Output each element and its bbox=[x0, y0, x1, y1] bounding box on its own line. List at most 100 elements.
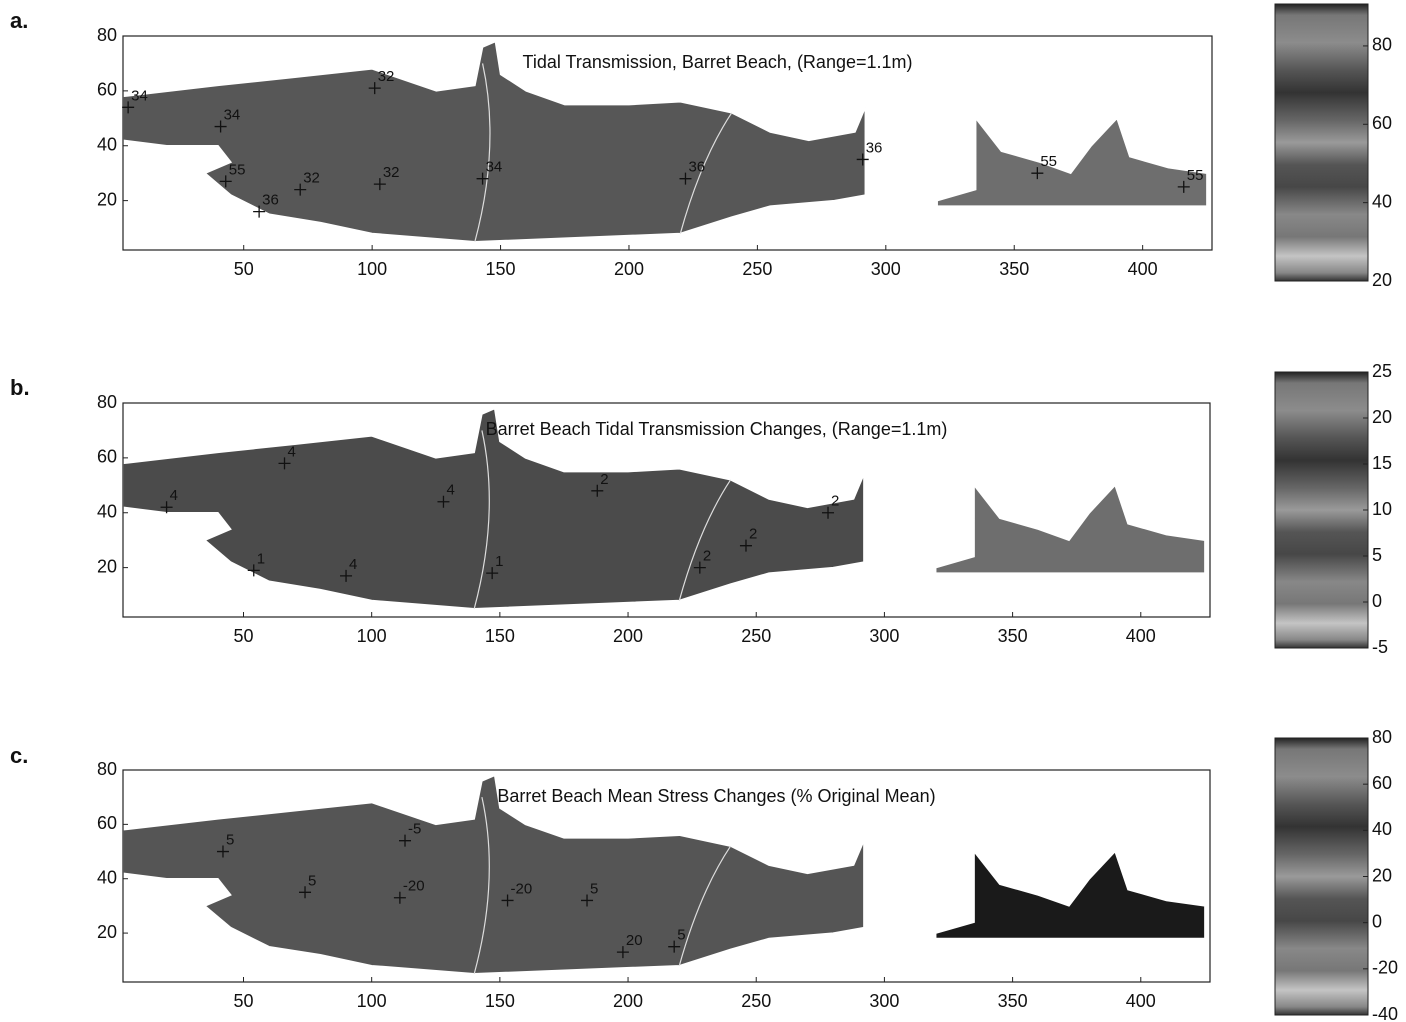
contour-marker bbox=[368, 82, 381, 95]
land-region bbox=[122, 40, 867, 243]
y-tick-label: 80 bbox=[97, 759, 117, 779]
panel-label: c. bbox=[10, 743, 28, 768]
y-tick-label: 80 bbox=[97, 392, 117, 412]
contour-marker bbox=[437, 495, 450, 508]
contour-label: 34 bbox=[486, 159, 503, 176]
contour-label: 1 bbox=[257, 550, 265, 567]
contour-label: 1 bbox=[495, 553, 503, 570]
x-tick-label: 200 bbox=[613, 626, 643, 646]
contour-marker bbox=[739, 539, 752, 552]
contour-label: -20 bbox=[403, 878, 425, 895]
contour-line bbox=[474, 63, 491, 242]
land-region bbox=[934, 483, 1206, 574]
colorbar-tick-label: -40 bbox=[1372, 1004, 1398, 1022]
x-tick-label: 50 bbox=[234, 259, 254, 279]
contour-marker bbox=[299, 886, 312, 899]
x-tick-label: 100 bbox=[357, 259, 387, 279]
contour-label: 36 bbox=[688, 159, 705, 176]
contour-marker bbox=[278, 457, 291, 470]
colorbar-tick-label: 40 bbox=[1372, 819, 1392, 839]
contour-marker bbox=[501, 894, 514, 907]
contour-label: 36 bbox=[866, 139, 883, 156]
x-tick-label: 250 bbox=[741, 626, 771, 646]
contour-marker bbox=[1031, 167, 1044, 180]
panel-label: b. bbox=[10, 375, 30, 400]
x-tick-label: 150 bbox=[485, 991, 515, 1011]
contour-label: 5 bbox=[226, 832, 234, 849]
colorbar-tick-label: 10 bbox=[1372, 499, 1392, 519]
contour-line bbox=[679, 112, 733, 234]
contour-label: 5 bbox=[677, 927, 685, 944]
colorbar-tick-label: 80 bbox=[1372, 727, 1392, 747]
x-tick-label: 350 bbox=[998, 626, 1028, 646]
x-tick-label: 400 bbox=[1126, 991, 1156, 1011]
x-tick-label: 200 bbox=[614, 259, 644, 279]
contour-marker bbox=[668, 940, 681, 953]
x-tick-label: 50 bbox=[233, 626, 253, 646]
contour-marker bbox=[591, 484, 604, 497]
contour-line bbox=[473, 430, 490, 609]
contour-marker bbox=[476, 172, 489, 185]
contour-label: 2 bbox=[831, 493, 839, 510]
panel-label: a. bbox=[10, 8, 28, 33]
x-tick-label: 250 bbox=[742, 259, 772, 279]
contour-marker bbox=[679, 172, 692, 185]
contour-label: -5 bbox=[408, 821, 421, 838]
contour-label: 32 bbox=[383, 164, 400, 181]
contour-label: 20 bbox=[626, 932, 643, 949]
plot-frame bbox=[122, 402, 1211, 618]
x-tick-label: 300 bbox=[871, 259, 901, 279]
y-tick-label: 60 bbox=[97, 447, 117, 467]
x-tick-label: 300 bbox=[869, 626, 899, 646]
contour-marker bbox=[122, 101, 135, 114]
contour-label: 55 bbox=[229, 161, 246, 178]
contour-label: 4 bbox=[170, 487, 178, 504]
contour-label: 5 bbox=[590, 880, 598, 897]
contour-line bbox=[678, 845, 732, 966]
contour-marker bbox=[399, 834, 412, 847]
colorbar-tick-label: 20 bbox=[1372, 270, 1392, 290]
contour-label: 5 bbox=[308, 872, 316, 889]
contour-label: 34 bbox=[131, 87, 148, 104]
colorbar bbox=[1274, 371, 1369, 649]
y-tick-label: 40 bbox=[97, 867, 117, 887]
x-tick-label: 250 bbox=[741, 991, 771, 1011]
y-tick-label: 20 bbox=[97, 556, 117, 576]
panel-title: Barret Beach Tidal Transmission Changes,… bbox=[486, 419, 948, 439]
x-tick-label: 400 bbox=[1126, 626, 1156, 646]
contour-label: 34 bbox=[224, 107, 241, 124]
contour-marker bbox=[616, 946, 629, 959]
y-tick-label: 20 bbox=[97, 922, 117, 942]
land-region bbox=[934, 849, 1206, 940]
contour-label: 4 bbox=[288, 443, 296, 460]
contour-marker bbox=[581, 894, 594, 907]
contour-marker bbox=[247, 564, 260, 577]
colorbar-tick-label: -20 bbox=[1372, 958, 1398, 978]
y-tick-label: 80 bbox=[97, 25, 117, 45]
contour-marker bbox=[1177, 180, 1190, 193]
x-tick-label: 300 bbox=[869, 991, 899, 1011]
contour-marker bbox=[693, 561, 706, 574]
colorbar-tick-label: 60 bbox=[1372, 773, 1392, 793]
x-tick-label: 100 bbox=[357, 991, 387, 1011]
contour-marker bbox=[214, 120, 227, 133]
colorbar-tick-label: 20 bbox=[1372, 865, 1392, 885]
contour-label: 4 bbox=[446, 482, 454, 499]
colorbar-tick-label: 15 bbox=[1372, 453, 1392, 473]
x-tick-label: 150 bbox=[485, 626, 515, 646]
contour-label: 32 bbox=[303, 170, 320, 187]
contour-marker bbox=[822, 506, 835, 519]
contour-marker bbox=[856, 153, 869, 166]
contour-marker bbox=[486, 567, 499, 580]
contour-marker bbox=[219, 175, 232, 188]
colorbar-tick-label: 20 bbox=[1372, 407, 1392, 427]
contour-marker bbox=[253, 205, 266, 218]
contour-line bbox=[473, 797, 490, 975]
contour-label: 55 bbox=[1187, 167, 1204, 184]
y-tick-label: 40 bbox=[97, 134, 117, 154]
y-tick-label: 60 bbox=[97, 80, 117, 100]
contour-label: 55 bbox=[1040, 153, 1057, 170]
x-tick-label: 50 bbox=[233, 991, 253, 1011]
colorbar-tick-label: 80 bbox=[1372, 35, 1392, 55]
colorbar-tick-label: 0 bbox=[1372, 591, 1382, 611]
